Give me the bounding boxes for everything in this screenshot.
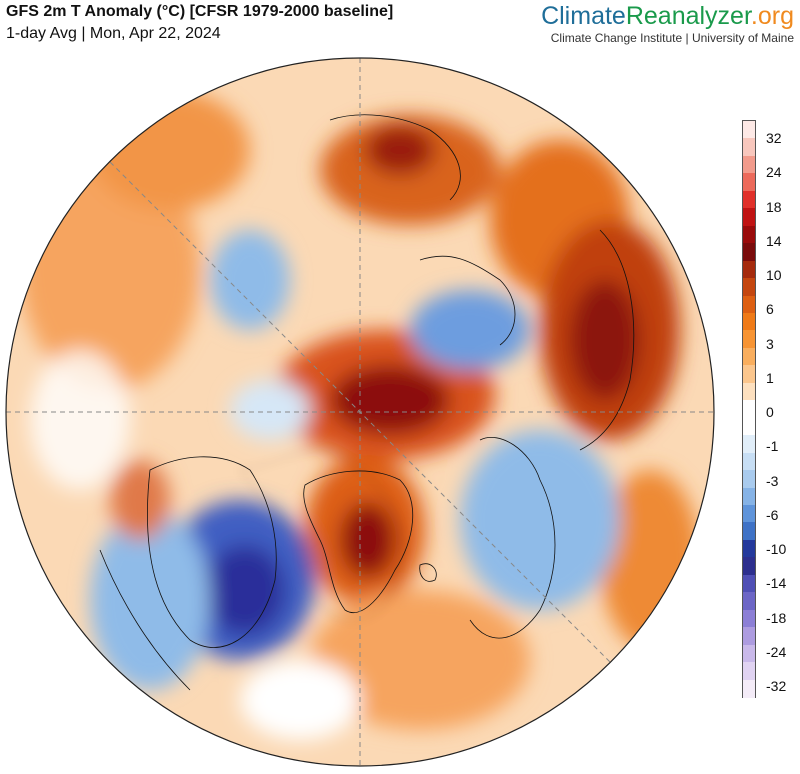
colorbar-segment <box>743 295 755 314</box>
colorbar-segment <box>743 260 755 279</box>
colorbar-segment <box>743 435 755 454</box>
polar-map-svg <box>5 57 715 767</box>
colorbar-segment <box>743 225 755 244</box>
colorbar-segment <box>743 382 755 401</box>
colorbar-segment <box>743 190 755 209</box>
colorbar-tick-label: 24 <box>766 164 782 181</box>
brand-logo-climate: Climate <box>541 2 626 30</box>
colorbar-segment <box>743 400 755 419</box>
colorbar <box>742 120 756 698</box>
colorbar-tick-label: 14 <box>766 232 782 249</box>
colorbar-segment <box>743 505 755 524</box>
brand-block: ClimateReanalyzer.org Climate Change Ins… <box>541 2 794 45</box>
colorbar-segment <box>743 365 755 384</box>
colorbar-segment <box>743 330 755 349</box>
colorbar-tick-label: -14 <box>766 575 787 592</box>
colorbar-tick-label: 1 <box>766 369 774 386</box>
colorbar-segment <box>743 627 755 646</box>
brand-logo[interactable]: ClimateReanalyzer.org <box>541 2 794 30</box>
colorbar-tick-label: 0 <box>766 404 774 420</box>
colorbar-segment <box>743 173 755 192</box>
colorbar-tick-label: -18 <box>766 609 787 626</box>
cold-region-kara-sea <box>410 290 530 370</box>
colorbar-segment <box>743 417 755 436</box>
colorbar-tick-label: -6 <box>766 506 779 523</box>
colorbar-tick-label: 6 <box>766 301 774 318</box>
colorbar-segment <box>743 278 755 297</box>
colorbar-segment <box>743 539 755 558</box>
colorbar-tick-label: 18 <box>766 198 782 215</box>
colorbar-tick-label: -1 <box>766 438 779 455</box>
colorbar-segment <box>743 138 755 157</box>
colorbar-segment <box>743 679 755 698</box>
colorbar-tick-label: -32 <box>766 678 787 694</box>
colorbar-segment <box>743 243 755 262</box>
brand-logo-reanalyzer: Reanalyzer <box>625 2 751 30</box>
polar-map <box>5 57 715 767</box>
colorbar-segment <box>743 557 755 576</box>
colorbar-segment <box>743 470 755 489</box>
colorbar-tick-label: -3 <box>766 472 779 489</box>
colorbar-tick-label: 10 <box>766 267 782 283</box>
colorbar-segment <box>743 208 755 227</box>
anomaly-field <box>6 58 714 766</box>
colorbar-tick-label: 3 <box>766 335 774 352</box>
colorbar-segment <box>743 662 755 681</box>
globe-outline <box>5 57 715 767</box>
colorbar-tick-label: 32 <box>766 130 782 146</box>
colorbar-segment <box>743 574 755 593</box>
colorbar-tick-label: -10 <box>766 541 787 557</box>
colorbar-segment <box>743 592 755 611</box>
brand-logo-org: .org <box>750 2 794 30</box>
colorbar-segment <box>743 347 755 366</box>
colorbar-segment <box>743 121 755 140</box>
map-subtitle: 1-day Avg | Mon, Apr 22, 2024 <box>6 25 221 42</box>
colorbar-segment <box>743 452 755 471</box>
colorbar-segment <box>743 609 755 628</box>
map-title: GFS 2m T Anomaly (°C) [CFSR 1979-2000 ba… <box>6 3 394 20</box>
colorbar-tick-label: -24 <box>766 643 787 660</box>
colorbar-segment <box>743 487 755 506</box>
colorbar-segment <box>743 313 755 332</box>
colorbar-segment <box>743 644 755 663</box>
brand-tagline: Climate Change Institute | University of… <box>550 31 794 45</box>
colorbar-segment <box>743 522 755 541</box>
coastlines <box>99 114 635 691</box>
colorbar-segment <box>743 155 755 174</box>
cold-region-europe <box>460 430 620 610</box>
graticule <box>6 58 714 766</box>
